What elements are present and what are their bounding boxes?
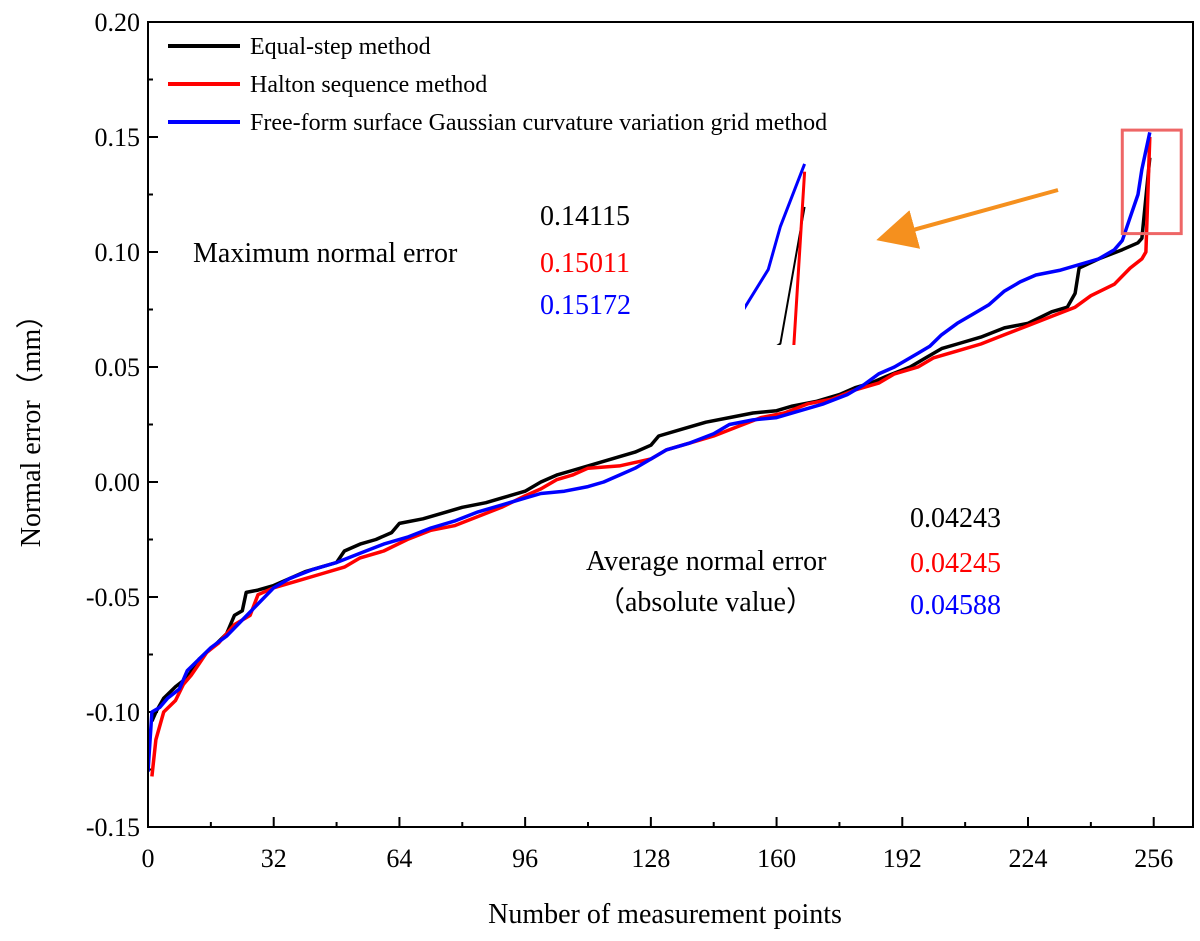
avg-error-value-gaussian: 0.04588: [910, 590, 1001, 621]
x-tick-label: 256: [1134, 844, 1173, 873]
y-tick-label: 0.15: [95, 123, 141, 152]
max-error-label: Maximum normal error: [193, 238, 458, 269]
y-tick-label: 0.05: [95, 353, 141, 382]
max-error-value-gaussian: 0.15172: [540, 290, 631, 321]
avg-error-value-halton: 0.04245: [910, 548, 1001, 579]
inset-line-equal-step: [776, 206, 806, 345]
legend-label-gaussian-curvature: Free-form surface Gaussian curvature var…: [250, 110, 827, 136]
legend: Equal-step method Halton sequence method…: [168, 34, 827, 136]
x-tick-label: 64: [386, 844, 412, 873]
series-line-equal-step: [150, 157, 1152, 722]
series-line-halton: [150, 136, 1152, 777]
x-tick-label: 160: [757, 844, 796, 873]
avg-error-sublabel: （absolute value）: [597, 586, 814, 618]
x-axis-title: Number of measurement points: [488, 899, 842, 930]
x-tick-label: 128: [631, 844, 670, 873]
zoom-highlight-box: [1120, 128, 1183, 236]
y-tick-label: 0.00: [95, 468, 141, 497]
avg-error-label: Average normal error: [586, 546, 827, 577]
avg-error-annotation: 0.04243 Average normal error 0.04245 （ab…: [586, 503, 1001, 621]
max-error-annotation: Maximum normal error 0.14115 0.15011 0.1…: [193, 201, 631, 321]
y-axis-title: Normal error（mm）: [15, 301, 47, 548]
max-error-value-halton: 0.15011: [540, 248, 630, 279]
y-tick-label: -0.10: [86, 698, 140, 727]
x-tick-label: 96: [512, 844, 538, 873]
legend-label-equal-step: Equal-step method: [250, 34, 431, 60]
zoom-arrow: [876, 188, 1059, 249]
x-tick-label: 224: [1009, 844, 1048, 873]
plot-frame: [147, 21, 1194, 828]
legend-label-halton: Halton sequence method: [250, 72, 487, 98]
inset-line-gaussian-curvature: [745, 163, 806, 310]
x-tick-label: 0: [142, 844, 155, 873]
y-tick-label: -0.15: [86, 813, 140, 842]
y-tick-label: -0.05: [86, 583, 140, 612]
x-tick-label: 192: [883, 844, 922, 873]
avg-error-value-equal-step: 0.04243: [910, 503, 1001, 534]
y-tick-label: 0.20: [95, 8, 141, 37]
series-line-gaussian-curvature: [148, 132, 1152, 772]
y-tick-label: 0.10: [95, 238, 141, 267]
max-error-value-equal-step: 0.14115: [540, 201, 630, 232]
x-tick-label: 32: [261, 844, 287, 873]
